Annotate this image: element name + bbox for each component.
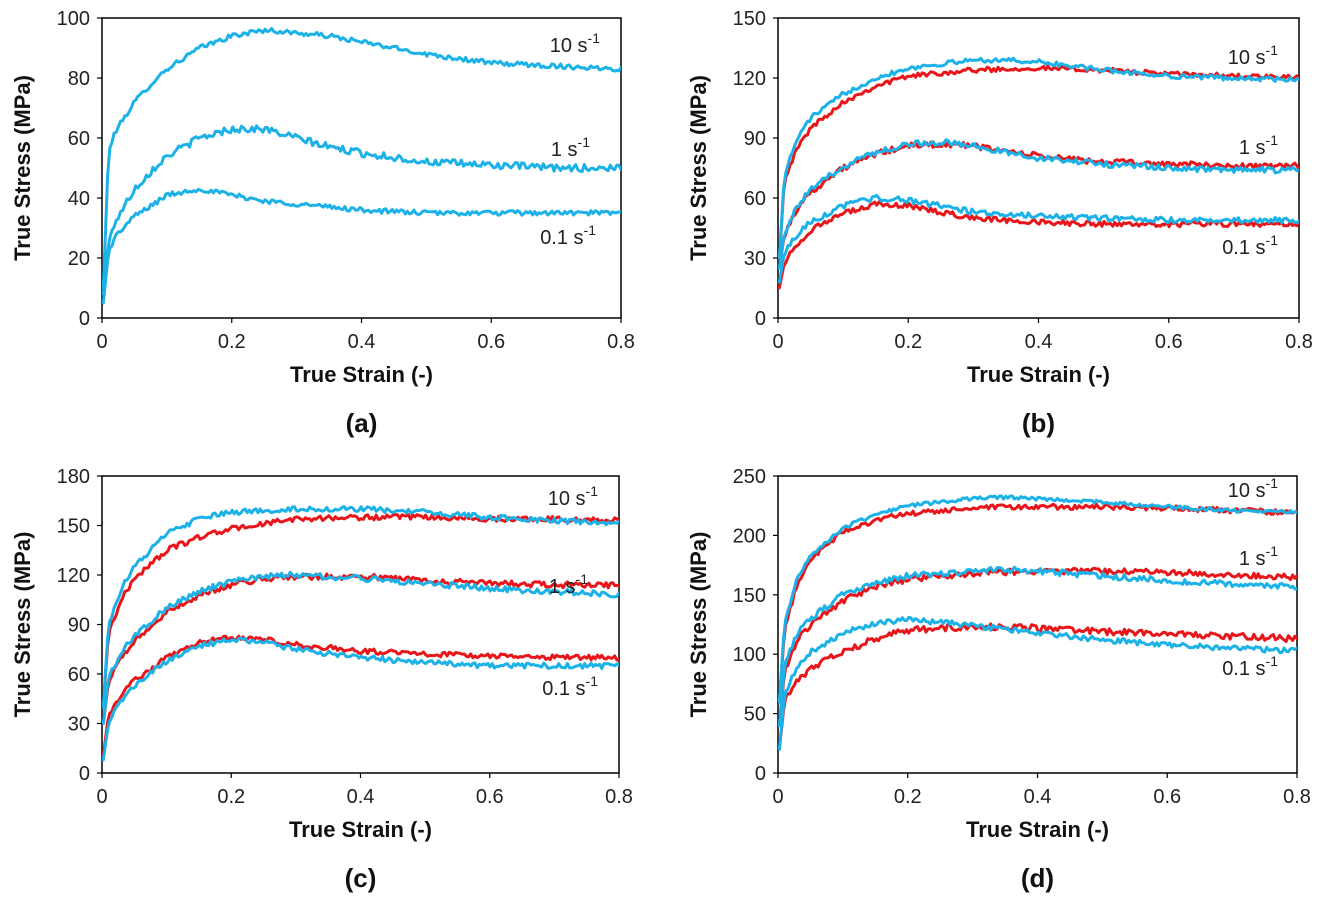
y-tick-label: 20: [68, 248, 90, 270]
y-axis-title: True Stress (MPa): [686, 532, 711, 718]
panel-label: (a): [346, 408, 378, 438]
panel-label: (b): [1022, 408, 1055, 438]
series-line-blue: [778, 565, 1297, 727]
series-line-red: [102, 572, 619, 725]
y-tick-label: 40: [68, 188, 90, 210]
y-axis-title: True Stress (MPa): [686, 75, 711, 261]
x-tick-label: 0.6: [1153, 786, 1181, 808]
y-tick-label: 0: [79, 763, 90, 785]
y-tick-label: 0: [755, 763, 766, 785]
x-tick-label: 0.2: [894, 331, 922, 353]
y-tick-label: 0: [79, 308, 90, 330]
y-tick-label: 50: [744, 704, 766, 726]
series-line-red: [778, 502, 1297, 704]
strain-rate-label: 10 s-1: [1228, 475, 1278, 502]
strain-rate-label: 1 s-1: [1239, 543, 1278, 570]
series-line-blue: [778, 56, 1299, 260]
series-line-blue: [778, 615, 1297, 751]
panel-c: 0 30 60 90 120 150 180 0 0.2 0.4 0.6 0.8 True Strain…: [10, 466, 633, 893]
y-tick-label: 90: [68, 615, 90, 637]
panel-label: (d): [1021, 863, 1054, 893]
y-tick-label: 0: [755, 308, 766, 330]
strain-rate-label: 10 s-1: [1228, 42, 1278, 69]
series-line-blue: [102, 27, 621, 290]
panel-a: 0 20 40 60 80 100 0 0.2 0.4 0.6 0.8 True Strain (-)…: [10, 8, 635, 438]
y-tick-label: 90: [744, 128, 766, 150]
y-tick-label: 100: [57, 8, 90, 30]
x-tick-label: 0: [96, 331, 107, 353]
y-tick-label: 120: [733, 68, 766, 90]
x-tick-label: 0.4: [348, 331, 376, 353]
series-line-blue: [102, 636, 619, 762]
y-tick-label: 60: [68, 128, 90, 150]
x-tick-label: 0.2: [218, 331, 246, 353]
y-tick-label: 150: [57, 516, 90, 538]
x-axis-title: True Strain (-): [967, 362, 1110, 387]
x-tick-label: 0.4: [347, 786, 375, 808]
x-axis-title: True Strain (-): [290, 362, 433, 387]
y-tick-label: 250: [733, 466, 766, 488]
y-tick-label: 60: [68, 664, 90, 686]
series-line-red: [778, 622, 1297, 751]
y-tick-label: 80: [68, 68, 90, 90]
y-tick-label: 150: [733, 8, 766, 30]
strain-rate-label: 0.1 s-1: [1222, 653, 1278, 680]
y-tick-label: 100: [733, 644, 766, 666]
x-tick-label: 0.4: [1024, 786, 1052, 808]
y-axis-title: True Stress (MPa): [10, 532, 35, 718]
x-tick-label: 0.8: [607, 331, 635, 353]
x-tick-label: 0.2: [217, 786, 245, 808]
y-tick-label: 150: [733, 585, 766, 607]
x-tick-label: 0.6: [477, 331, 505, 353]
series-line-blue: [778, 494, 1297, 704]
x-tick-label: 0: [772, 786, 783, 808]
y-tick-label: 60: [744, 188, 766, 210]
x-tick-label: 0.6: [476, 786, 504, 808]
y-tick-label: 30: [744, 248, 766, 270]
series-line-blue: [102, 504, 619, 709]
y-tick-label: 120: [57, 565, 90, 587]
strain-rate-label: 1 s-1: [549, 571, 588, 598]
strain-rate-label: 0.1 s-1: [540, 222, 596, 249]
x-tick-label: 0.4: [1025, 331, 1053, 353]
series-line-blue: [102, 570, 619, 725]
strain-rate-label: 0.1 s-1: [1222, 232, 1278, 259]
series-line-blue: [102, 124, 621, 296]
x-axis-title: True Strain (-): [289, 817, 432, 842]
x-tick-label: 0.8: [1285, 331, 1313, 353]
strain-rate-label: 1 s-1: [551, 134, 590, 161]
strain-rate-label: 10 s-1: [548, 483, 598, 510]
panel-d: 0 50 100 150 200 250 0 0.2 0.4 0.6 0.8 True Strain …: [686, 466, 1311, 893]
series-line-blue: [778, 193, 1299, 284]
x-tick-label: 0: [772, 331, 783, 353]
y-tick-label: 30: [68, 714, 90, 736]
x-tick-label: 0.8: [605, 786, 633, 808]
x-tick-label: 0.2: [894, 786, 922, 808]
strain-rate-label: 1 s-1: [1239, 132, 1278, 159]
x-axis-title: True Strain (-): [966, 817, 1109, 842]
y-axis-title: True Stress (MPa): [10, 75, 35, 261]
y-tick-label: 180: [57, 466, 90, 488]
series-line-blue: [778, 138, 1299, 270]
x-tick-label: 0: [96, 786, 107, 808]
strain-rate-label: 10 s-1: [550, 30, 600, 57]
series-line-red: [778, 140, 1299, 270]
plot-frame: [777, 17, 1300, 319]
series-line-blue: [102, 187, 621, 305]
x-tick-label: 0.6: [1155, 331, 1183, 353]
strain-rate-label: 0.1 s-1: [542, 673, 598, 700]
y-tick-label: 200: [733, 525, 766, 547]
x-tick-label: 0.8: [1283, 786, 1311, 808]
panel-b: 0 30 60 90 120 150 0 0.2 0.4 0.6 0.8 True Strain (-…: [686, 8, 1313, 438]
panel-label: (c): [345, 863, 377, 893]
